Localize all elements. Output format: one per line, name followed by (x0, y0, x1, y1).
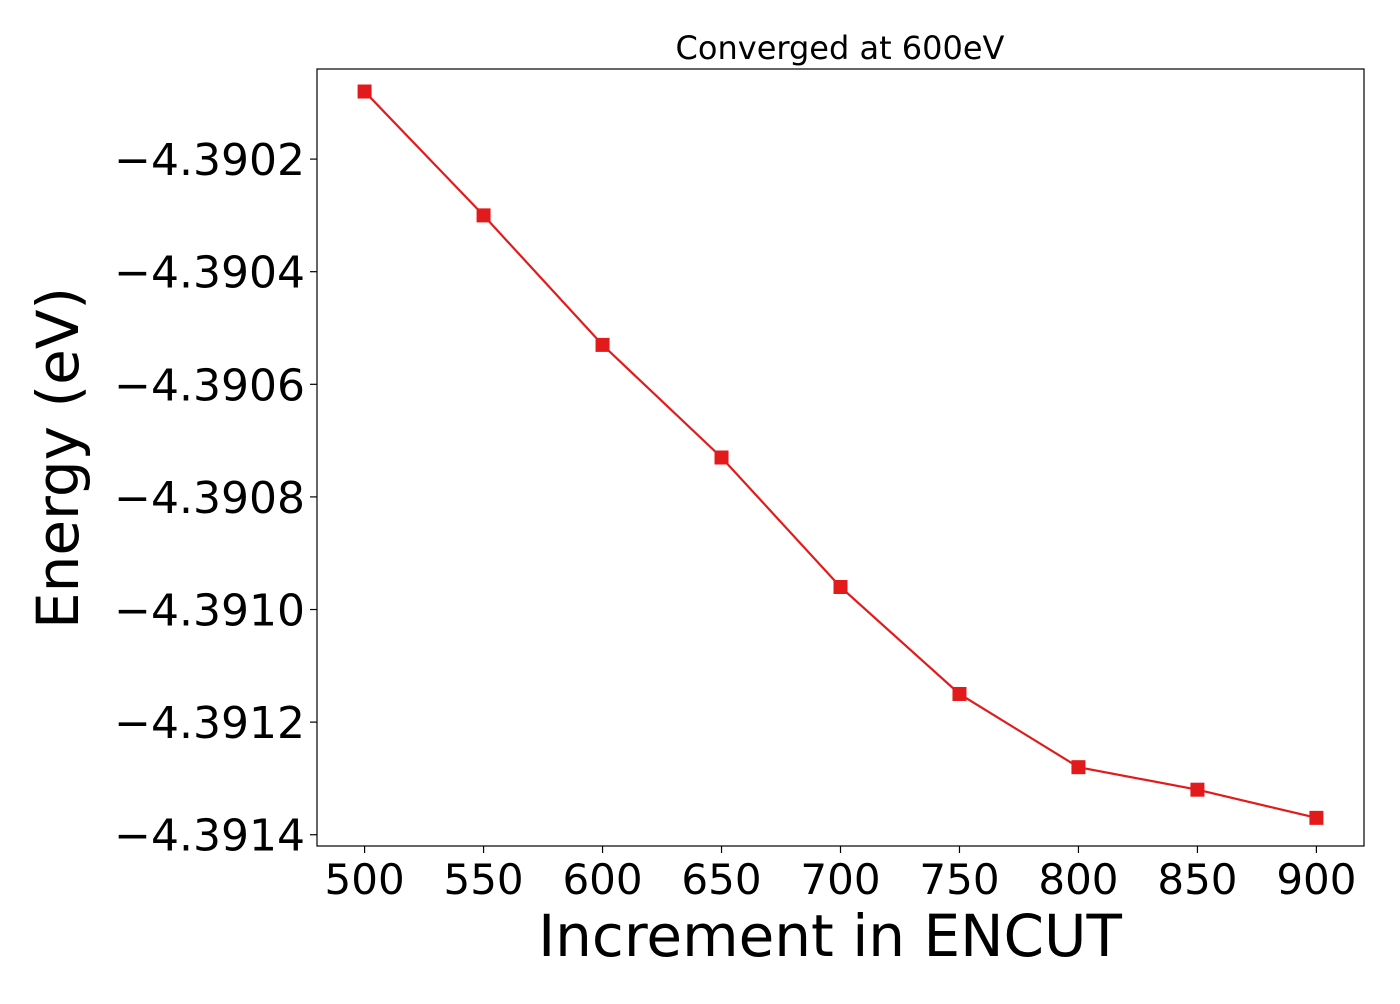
x-tick-label: 900 (1276, 855, 1356, 904)
data-point-marker (476, 208, 491, 223)
y-tick-label: −4.3910 (114, 586, 305, 637)
y-tick-label: −4.3912 (114, 698, 305, 749)
x-tick-label: 650 (681, 855, 761, 904)
x-tick-label: 800 (1038, 855, 1118, 904)
data-point-marker (1309, 810, 1324, 825)
x-tick-label: 550 (443, 855, 523, 904)
x-axis: 500 550 600 650 700 750 800 850 900 (325, 846, 1356, 904)
y-axis: −4.3902 −4.3904 −4.3906 −4.3908 −4.3910 −4.39… (114, 135, 317, 862)
x-tick-label: 750 (919, 855, 999, 904)
data-point-marker (1190, 782, 1205, 797)
chart-title: Converged at 600eV (676, 29, 1005, 67)
y-tick-label: −4.3914 (114, 811, 305, 862)
data-point-marker (1071, 760, 1086, 775)
y-tick-label: −4.3904 (114, 248, 305, 299)
data-point-marker (833, 580, 848, 594)
series-layer (357, 84, 1324, 825)
x-tick-label: 700 (800, 855, 880, 904)
x-axis-label: Increment in ENCUT (538, 902, 1122, 970)
y-tick-label: −4.3908 (114, 473, 305, 524)
y-axis-label: Energy (eV) (24, 287, 92, 629)
data-point-marker (595, 337, 610, 352)
data-point-marker (952, 686, 967, 701)
y-tick-label: −4.3902 (114, 135, 305, 186)
plot-area-frame (316, 68, 1365, 847)
data-point-marker (714, 450, 729, 465)
x-tick-label: 850 (1157, 855, 1237, 904)
y-tick-label: −4.3906 (114, 360, 305, 411)
data-point-marker (357, 84, 372, 99)
series-line (363, 90, 1317, 819)
x-tick-label: 500 (325, 855, 405, 904)
x-tick-label: 600 (562, 855, 642, 904)
